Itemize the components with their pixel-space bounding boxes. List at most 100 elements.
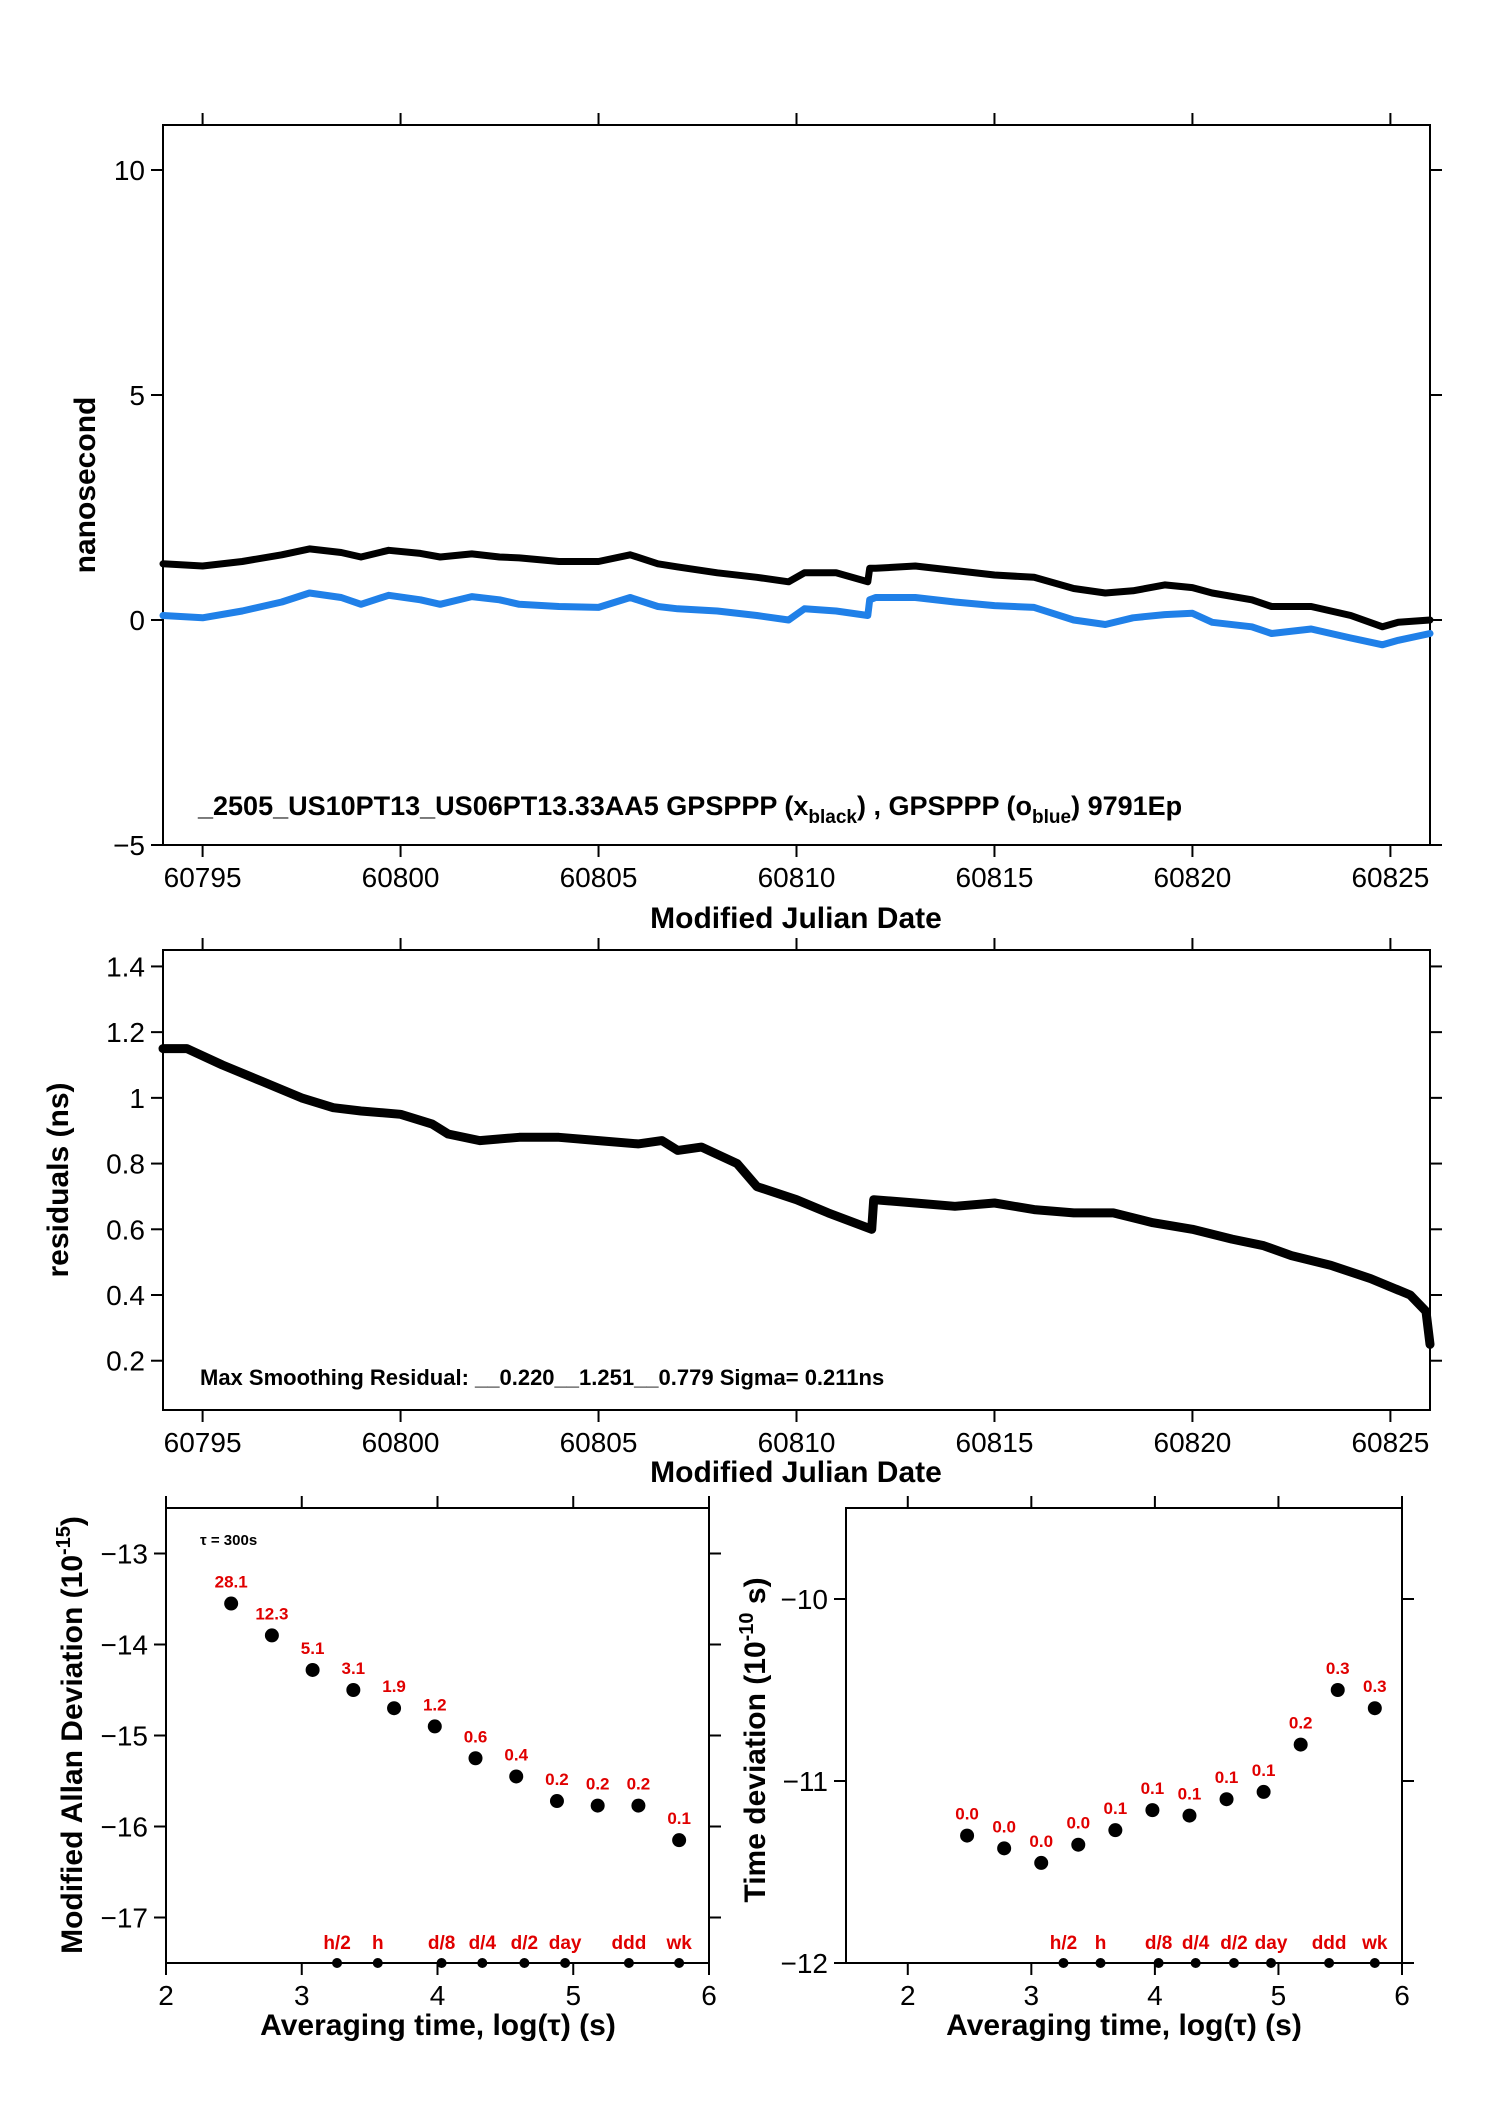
timeseries-xtick-label-1: 60800 — [362, 862, 440, 893]
tdev-marker-label-1: h — [1095, 1933, 1107, 1954]
tdev-marker-dot-1 — [1095, 1958, 1106, 1968]
tdev-xlabel: Averaging time, log(τ) (s) — [946, 2009, 1302, 2042]
mdev-marker-dot-7 — [674, 1958, 685, 1968]
tdev-plot-frame — [845, 1507, 1403, 1964]
residuals-xtick-label-5: 60820 — [1154, 1427, 1232, 1458]
timeseries-xtick-label-3: 60810 — [758, 862, 836, 893]
mdev-point-7 — [509, 1769, 524, 1784]
mdev-point-label-5: 1.2 — [423, 1695, 447, 1714]
mdev-xtick-label-4: 6 — [701, 1980, 717, 2011]
mdev-point-label-7: 0.4 — [504, 1745, 528, 1764]
tdev-point-3 — [1071, 1837, 1086, 1852]
timeseries-annotation-mid: ) , GPSPPP (o — [857, 791, 1032, 821]
residuals-panel: 60795 60800 60805 60810 60815 60820 60825 0.2 0.… — [42, 938, 1442, 1489]
timeseries-xtick-label-5: 60820 — [1154, 862, 1232, 893]
mdev-point-label-6: 0.6 — [464, 1727, 488, 1746]
mdev-point-label-1: 12.3 — [255, 1604, 288, 1623]
mdev-point-5 — [427, 1719, 442, 1734]
mdev-ylabel-main: Modified Allan Deviation (10 — [56, 1555, 89, 1954]
timeseries-xlabel: Modified Julian Date — [650, 902, 942, 935]
timeseries-xtick-label-6: 60825 — [1351, 862, 1429, 893]
tdev-ytick-label-1: −11 — [783, 1766, 828, 1797]
tdev-ytick-label-0: −12 — [781, 1948, 829, 1979]
tdev-marker-label-2: d/8 — [1145, 1933, 1172, 1954]
tdev-marker-label-4: d/2 — [1220, 1933, 1247, 1954]
mdev-marker-label-5: day — [549, 1933, 582, 1954]
timeseries-plot-frame — [162, 124, 1431, 846]
tdev-point-2 — [1034, 1855, 1049, 1870]
mdev-marker-dot-1 — [372, 1958, 383, 1968]
mdev-marker-label-1: h — [372, 1933, 384, 1954]
timeseries-xtick-label-0: 60795 — [164, 862, 242, 893]
tdev-xtick-label-1: 3 — [1024, 1980, 1040, 2011]
tdev-point-11 — [1367, 1701, 1382, 1716]
mdev-point-11 — [672, 1833, 687, 1848]
residuals-annotation: Max Smoothing Residual: __0.220__1.251__… — [200, 1365, 884, 1390]
mdev-point-label-3: 3.1 — [342, 1659, 366, 1678]
tdev-marker-label-5: day — [1255, 1933, 1288, 1954]
tdev-marker-dot-6 — [1324, 1958, 1335, 1968]
mdev-ytick-label-0: −17 — [101, 1903, 149, 1934]
mdev-marker-label-2: d/8 — [428, 1933, 455, 1954]
mdev-xtick-label-0: 2 — [158, 1980, 174, 2011]
timeseries-annotation: _2505_US10PT13_US06PT13.33AA5 GPSPPP (xb… — [197, 791, 1182, 828]
mdev-point-9 — [590, 1798, 605, 1813]
tdev-marker-label-0: h/2 — [1050, 1933, 1077, 1954]
tdev-point-label-2: 0.0 — [1029, 1832, 1053, 1851]
mdev-marker-label-7: wk — [665, 1933, 692, 1954]
timeseries-series-blue — [159, 589, 1434, 649]
mdev-marker-dot-0 — [332, 1958, 343, 1968]
mdev-point-0 — [224, 1596, 239, 1611]
mdev-point-8 — [549, 1794, 564, 1809]
tdev-point-label-4: 0.1 — [1104, 1799, 1128, 1818]
mdev-point-label-8: 0.2 — [545, 1770, 569, 1789]
tdev-ytick-label-2: −10 — [781, 1584, 829, 1615]
tdev-xtick-label-3: 5 — [1271, 1980, 1287, 2011]
residuals-ytick-label-4: 1 — [129, 1083, 145, 1114]
tdev-point-label-5: 0.1 — [1141, 1779, 1165, 1798]
tdev-xtick-label-0: 2 — [900, 1980, 916, 2011]
mdev-point-3 — [346, 1683, 361, 1697]
residuals-xtick-label-1: 60800 — [362, 1427, 440, 1458]
residuals-ytick-label-3: 0.8 — [106, 1149, 145, 1180]
tdev-point-8 — [1256, 1784, 1271, 1799]
residuals-ytick-label-5: 1.2 — [106, 1017, 145, 1048]
tdev-point-5 — [1145, 1803, 1160, 1818]
mdev-point-label-0: 28.1 — [215, 1573, 248, 1592]
tdev-panel: 2 3 4 5 6 −12 −11 −10 0.0 0.0 0.0 0.0 0.1 0.1 0.1 0.1 0.… — [736, 1496, 1414, 2042]
tdev-ylabel: Time deviation (10-10 s) — [736, 1577, 772, 1902]
mdev-marker-label-3: d/4 — [469, 1933, 497, 1954]
mdev-ylabel: Modified Allan Deviation (10-15) — [53, 1516, 89, 1954]
tdev-point-label-6: 0.1 — [1178, 1785, 1202, 1804]
mdev-xtick-label-3: 5 — [565, 1980, 581, 2011]
residuals-ylabel: residuals (ns) — [42, 1082, 75, 1277]
timeseries-ytick-label-3: 10 — [114, 155, 145, 186]
tdev-marker-dot-4 — [1228, 1958, 1239, 1968]
mdev-point-label-2: 5.1 — [301, 1639, 325, 1658]
mdev-marker-dot-2 — [436, 1958, 447, 1968]
residuals-xtick-label-4: 60815 — [956, 1427, 1034, 1458]
residuals-xtick-label-0: 60795 — [164, 1427, 242, 1458]
tdev-point-label-1: 0.0 — [992, 1817, 1016, 1836]
mdev-ytick-label-2: −15 — [101, 1721, 149, 1752]
residuals-xtick-label-3: 60810 — [758, 1427, 836, 1458]
mdev-panel: 2 3 4 5 6 −17 −16 −15 −14 −13 28.1 12.3 5.1 3.1 1.9 1.2… — [53, 1496, 721, 2042]
tdev-point-label-11: 0.3 — [1363, 1677, 1387, 1696]
mdev-marks: 2 3 4 5 6 −17 −16 −15 −14 −13 28.1 12.3 5.1 3.1 1.9 1.2… — [101, 1496, 721, 2011]
mdev-point-label-11: 0.1 — [667, 1809, 691, 1828]
mdev-point-1 — [264, 1628, 279, 1643]
mdev-marker-dot-3 — [477, 1958, 488, 1968]
mdev-ytick-label-1: −16 — [101, 1812, 149, 1843]
tdev-point-4 — [1108, 1823, 1123, 1838]
mdev-ylabel-exponent: -15 — [53, 1526, 75, 1555]
timeseries-ytick-label-1: 0 — [129, 605, 145, 636]
mdev-marker-label-6: ddd — [611, 1933, 646, 1954]
mdev-point-label-9: 0.2 — [586, 1775, 610, 1794]
residuals-xtick-label-6: 60825 — [1351, 1427, 1429, 1458]
tdev-marker-dot-7 — [1369, 1958, 1380, 1968]
residuals-ytick-label-6: 1.4 — [106, 951, 145, 982]
tdev-xtick-label-2: 4 — [1147, 1980, 1163, 2011]
tdev-point-label-8: 0.1 — [1252, 1761, 1276, 1780]
tdev-ylabel-exponent: -10 — [736, 1612, 758, 1641]
